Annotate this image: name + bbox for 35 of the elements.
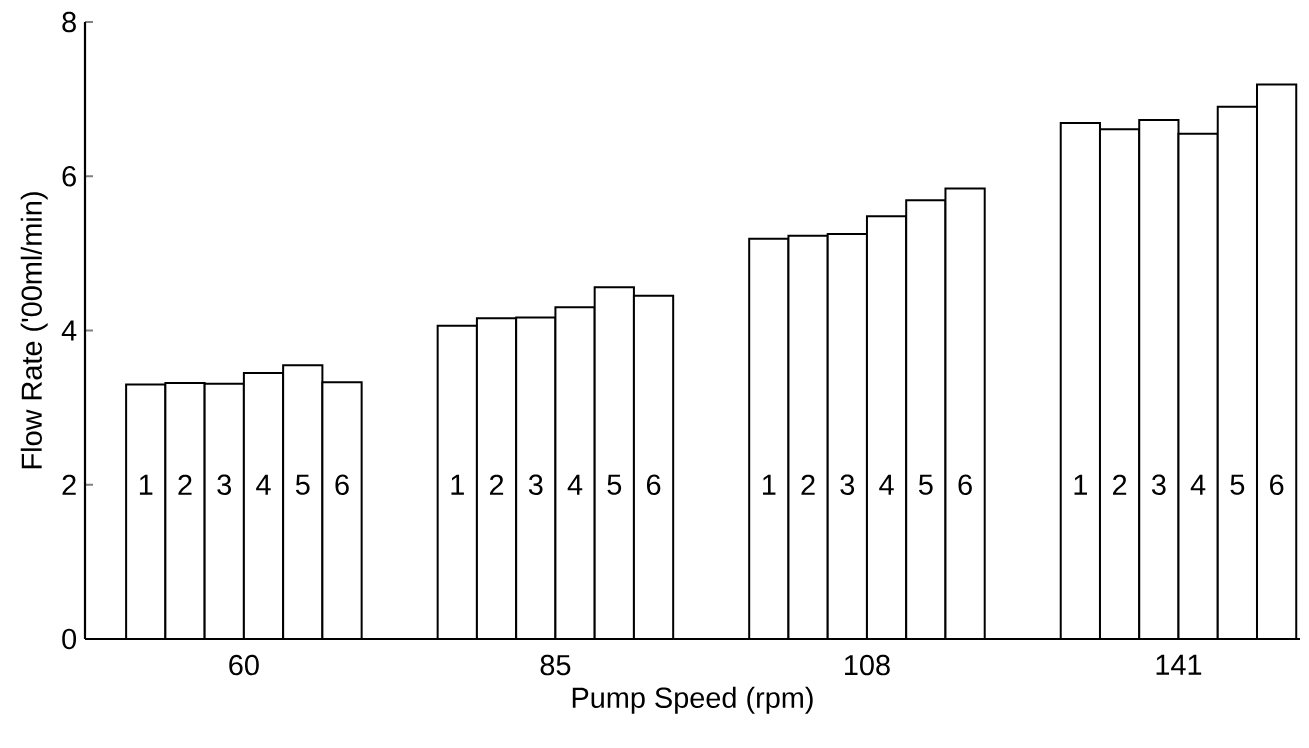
text: 1 <box>139 474 153 495</box>
text: 2 <box>1113 474 1127 495</box>
y-tick-label: 0 <box>62 628 77 650</box>
x-tick-label: 60 <box>229 654 259 676</box>
y-axis-title: Flow Rate ('00ml/min) <box>20 192 48 469</box>
series-label: 2 <box>801 474 815 495</box>
text: 6 <box>958 474 972 495</box>
text: 6 <box>1270 474 1284 495</box>
text: 3 <box>528 474 543 495</box>
y-tick-label: 2 <box>62 474 76 495</box>
series-label: 3 <box>840 474 855 495</box>
series-label: 6 <box>335 474 349 495</box>
text: 3 <box>1151 474 1166 495</box>
x-tick-label: 85 <box>540 654 571 676</box>
y-tick-label: 4 <box>61 320 77 341</box>
series-label: 1 <box>451 474 464 495</box>
series-label: 4 <box>256 474 271 495</box>
text: 3 <box>217 474 232 495</box>
text: 6 <box>646 474 661 495</box>
text: 1 <box>762 474 776 495</box>
text: 5 <box>1230 474 1245 495</box>
text: 2 <box>178 474 192 495</box>
x-tick-label: 141 <box>1156 654 1202 675</box>
text: 2 <box>489 474 504 495</box>
text: 5 <box>918 474 933 495</box>
text: 5 <box>607 474 622 495</box>
y-tick-label: 6 <box>62 166 76 187</box>
x-axis-title: Pump Speed (rpm) <box>572 686 813 714</box>
text: 4 <box>1190 474 1206 495</box>
y-tick-label: 8 <box>62 11 76 33</box>
series-label: 5 <box>295 474 310 495</box>
text: 1 <box>1074 474 1087 495</box>
text: 4 <box>567 474 583 495</box>
x-tick-label: 108 <box>845 654 890 676</box>
text: 4 <box>879 474 894 495</box>
